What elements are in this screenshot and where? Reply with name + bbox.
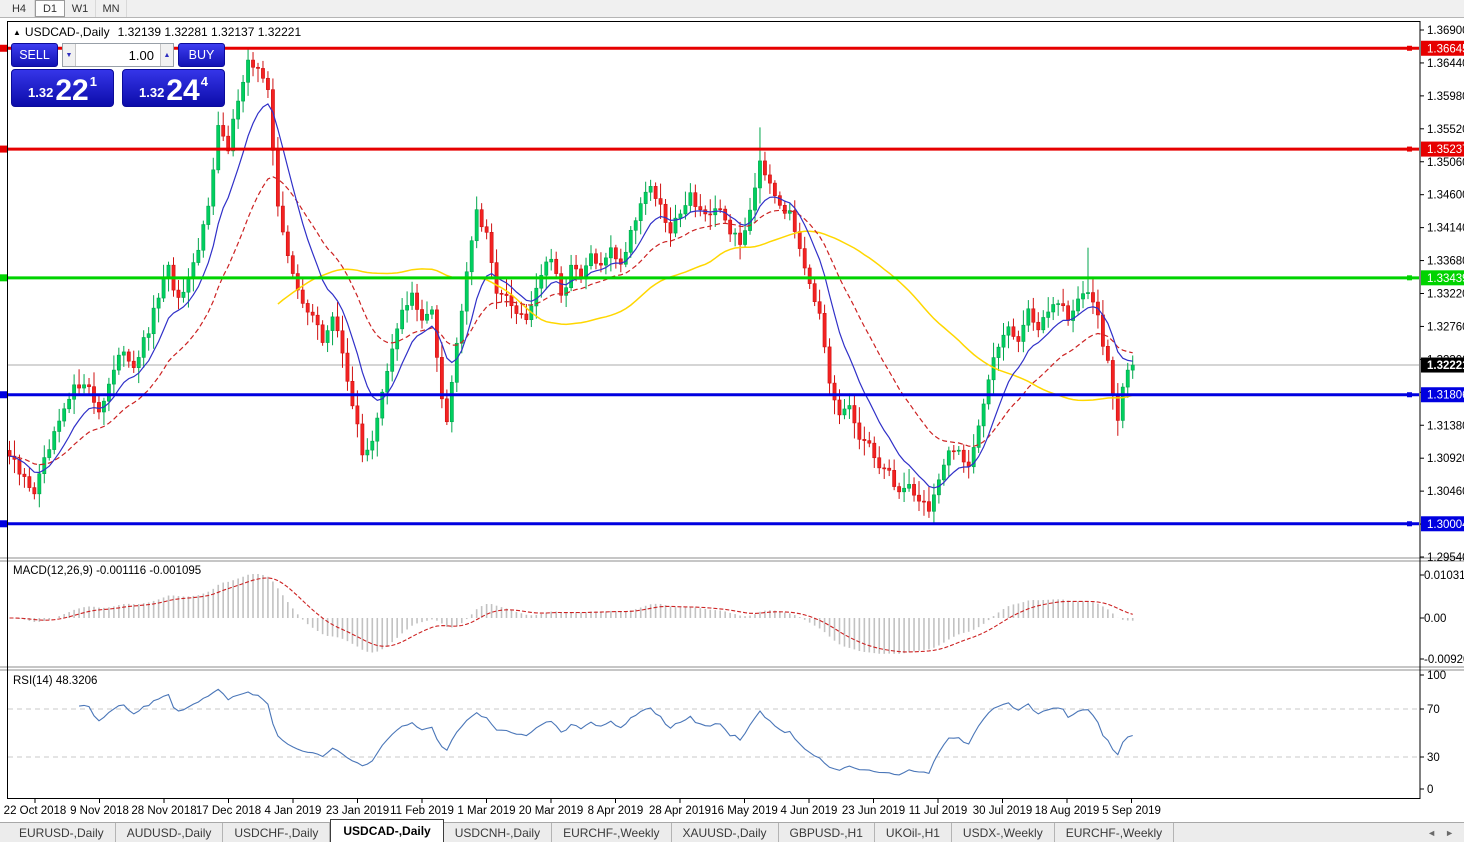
timeframe-button-mn[interactable]: MN: [96, 0, 127, 17]
timeframe-toolbar: H4 D1 W1 MN: [0, 0, 1464, 18]
symbol-tab-ukoil-h1[interactable]: UKOil-,H1: [875, 823, 952, 842]
svg-text:30 Jul 2019: 30 Jul 2019: [973, 805, 1032, 817]
svg-text:100: 100: [1427, 670, 1446, 682]
symbol-tab-eurchf-weekly[interactable]: EURCHF-,Weekly: [552, 823, 672, 842]
one-click-trade-panel: SELL ▼ ▲ BUY 1.32 22 1 1.32 24 4: [11, 43, 225, 107]
svg-text:8 Apr 2019: 8 Apr 2019: [588, 805, 644, 817]
symbol-tab-usdcad-daily[interactable]: USDCAD-,Daily: [330, 819, 444, 842]
svg-text:16 May 2019: 16 May 2019: [711, 805, 778, 817]
ask-price-sup: 4: [200, 74, 208, 89]
candles-layer: [7, 48, 1135, 524]
bid-price-sup: 1: [89, 74, 97, 89]
tab-scroll-left-icon[interactable]: ◄: [1427, 827, 1437, 838]
svg-text:1.29540: 1.29540: [1427, 552, 1464, 564]
svg-text:1.30460: 1.30460: [1427, 486, 1464, 498]
svg-text:22 Oct 2018: 22 Oct 2018: [4, 805, 67, 817]
symbol-tab-usdx-weekly[interactable]: USDX-,Weekly: [952, 823, 1055, 842]
svg-text:1.36440: 1.36440: [1427, 58, 1464, 70]
price-axis: 1.36900 1.36440 1.35980 1.35520 1.35060 1.346…: [1420, 25, 1464, 564]
macd-pane: [9, 574, 1134, 654]
svg-text:1.30004: 1.30004: [1427, 519, 1464, 531]
rsi-indicator-label: RSI(14) 48.3206: [13, 675, 98, 687]
pane-splitters: [0, 557, 1464, 671]
svg-text:23 Jun 2019: 23 Jun 2019: [842, 805, 905, 817]
ask-price-small: 1.32: [139, 85, 165, 100]
indicator-axes: 0.010311 0.00 -0.009203 100 70 30 0: [1420, 570, 1464, 796]
svg-text:0.00: 0.00: [1424, 613, 1446, 625]
rsi-pane: [8, 688, 1419, 776]
bid-price-big: 22: [55, 74, 89, 107]
svg-text:1 Mar 2019: 1 Mar 2019: [457, 805, 515, 817]
svg-text:1.35237: 1.35237: [1427, 144, 1464, 156]
volume-decrease-icon[interactable]: ▼: [63, 44, 77, 66]
svg-text:1.32760: 1.32760: [1427, 321, 1464, 333]
symbol-tab-usdchf-daily[interactable]: USDCHF-,Daily: [223, 823, 331, 842]
svg-text:28 Apr 2019: 28 Apr 2019: [649, 805, 711, 817]
svg-text:1.35520: 1.35520: [1427, 124, 1464, 136]
symbol-tab-xauusd-daily[interactable]: XAUUSD-,Daily: [672, 823, 779, 842]
bid-price-display[interactable]: 1.32 22 1: [11, 69, 114, 107]
svg-text:1.30920: 1.30920: [1427, 453, 1464, 465]
chart-collapse-icon[interactable]: ▲: [13, 28, 21, 37]
sell-button[interactable]: SELL: [11, 43, 58, 67]
buy-button[interactable]: BUY: [178, 43, 225, 67]
symbol-tab-eurusd-daily[interactable]: EURUSD-,Daily: [8, 823, 116, 842]
svg-text:11 Jul 2019: 11 Jul 2019: [909, 805, 968, 817]
svg-text:0: 0: [1427, 784, 1433, 796]
svg-text:1.31380: 1.31380: [1427, 420, 1464, 432]
date-axis: 22 Oct 2018 9 Nov 2018 28 Nov 2018 17 Dec 2…: [4, 798, 1161, 817]
svg-text:1.33680: 1.33680: [1427, 256, 1464, 268]
tab-scroll-nav: ◄ ►: [1427, 823, 1464, 842]
svg-text:1.36900: 1.36900: [1427, 25, 1464, 37]
timeframe-button-d1[interactable]: D1: [35, 0, 65, 17]
chart-border: [7, 21, 1421, 799]
ask-price-display[interactable]: 1.32 24 4: [122, 69, 225, 107]
svg-text:30: 30: [1427, 752, 1440, 764]
timeframe-button-w1[interactable]: W1: [65, 0, 96, 17]
svg-text:1.35980: 1.35980: [1427, 91, 1464, 103]
svg-text:1.34600: 1.34600: [1427, 190, 1464, 202]
chart-title: ▲ USDCAD-,Daily 1.32139 1.32281 1.32137 1.…: [13, 25, 301, 39]
symbol-tabbar: EURUSD-,Daily AUDUSD-,Daily USDCHF-,Daily U…: [0, 819, 1464, 842]
svg-text:1.32221: 1.32221: [1427, 360, 1464, 372]
horizontal-level-lines: [0, 44, 1419, 528]
svg-text:9 Nov 2018: 9 Nov 2018: [70, 805, 129, 817]
symbol-tab-gbpusd-h1[interactable]: GBPUSD-,H1: [779, 823, 875, 842]
svg-text:20 Mar 2019: 20 Mar 2019: [519, 805, 584, 817]
symbol-tab-eurchf-weekly[interactable]: EURCHF-,Weekly: [1055, 823, 1175, 842]
symbol-tab-audusd-daily[interactable]: AUDUSD-,Daily: [116, 823, 224, 842]
svg-text:1.34140: 1.34140: [1427, 223, 1464, 235]
svg-text:1.31806: 1.31806: [1427, 390, 1464, 402]
svg-text:1.33220: 1.33220: [1427, 289, 1464, 301]
timeframe-button-h4[interactable]: H4: [4, 0, 35, 17]
chart-symbol-period: USDCAD-,Daily: [24, 25, 110, 39]
svg-text:1.35060: 1.35060: [1427, 157, 1464, 169]
svg-text:5 Sep 2019: 5 Sep 2019: [1102, 805, 1161, 817]
macd-indicator-label: MACD(12,26,9) -0.001116 -0.001095: [13, 565, 202, 577]
svg-text:70: 70: [1427, 704, 1440, 716]
svg-text:23 Jan 2019: 23 Jan 2019: [326, 805, 389, 817]
svg-text:18 Aug 2019: 18 Aug 2019: [1035, 805, 1100, 817]
chart-ohlc-values: 1.32139 1.32281 1.32137 1.32221: [117, 25, 302, 39]
volume-stepper: ▼ ▲: [62, 43, 174, 67]
volume-increase-icon[interactable]: ▲: [159, 44, 174, 66]
symbol-tab-usdcnh-daily[interactable]: USDCNH-,Daily: [444, 823, 553, 842]
moving-averages-layer: [9, 103, 1133, 489]
bid-price-small: 1.32: [28, 85, 54, 100]
svg-text:1.33439: 1.33439: [1427, 273, 1464, 285]
svg-text:0.010311: 0.010311: [1424, 570, 1464, 582]
ask-price-big: 24: [166, 74, 200, 107]
tab-scroll-right-icon[interactable]: ►: [1445, 827, 1454, 838]
svg-text:11 Feb 2019: 11 Feb 2019: [390, 805, 454, 817]
svg-text:28 Nov 2018: 28 Nov 2018: [131, 805, 196, 817]
volume-input[interactable]: [76, 44, 160, 66]
svg-text:1.36645: 1.36645: [1427, 43, 1464, 55]
svg-text:4 Jun 2019: 4 Jun 2019: [781, 805, 838, 817]
svg-text:4 Jan 2019: 4 Jan 2019: [265, 805, 322, 817]
svg-text:17 Dec 2018: 17 Dec 2018: [196, 805, 261, 817]
svg-text:-0.009203: -0.009203: [1424, 654, 1464, 666]
